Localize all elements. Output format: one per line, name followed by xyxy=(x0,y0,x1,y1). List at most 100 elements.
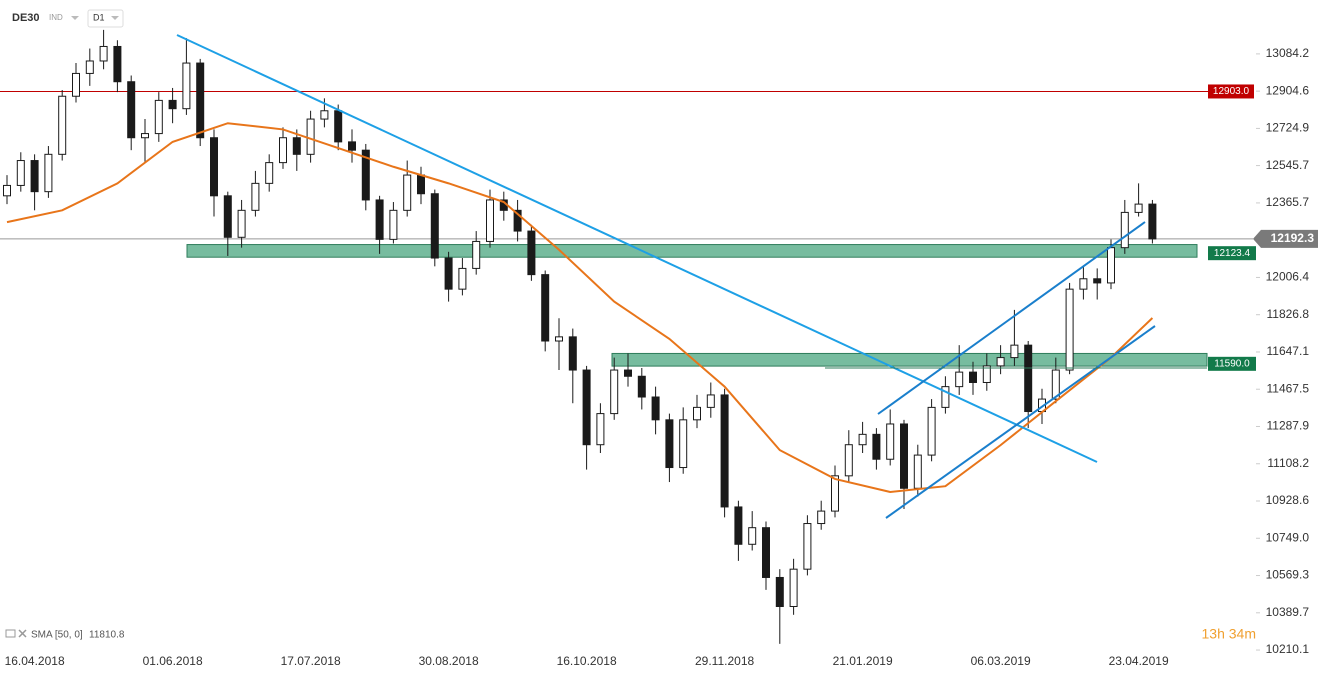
candle-body xyxy=(417,174,425,195)
y-tick-label: 12904.6 xyxy=(1266,83,1310,97)
candle-body xyxy=(1024,344,1033,413)
candle-body xyxy=(803,523,812,570)
symbol: DE30 xyxy=(12,12,40,24)
candle-body xyxy=(817,510,826,525)
candle-body xyxy=(182,62,191,110)
dropdown-arrow xyxy=(111,16,119,20)
y-tick-label: 10749.0 xyxy=(1266,530,1310,544)
x-tick-label: 17.07.2018 xyxy=(281,654,341,668)
candle-body xyxy=(858,433,867,446)
zone-label: 12123.4 xyxy=(1214,248,1251,259)
candle-body xyxy=(430,193,439,259)
icon[interactable] xyxy=(5,629,16,638)
candle-body xyxy=(127,81,136,139)
candle-body xyxy=(1134,203,1143,213)
candle-body xyxy=(334,110,343,143)
y-tick-label: 10389.7 xyxy=(1266,605,1310,619)
candle-body xyxy=(3,184,11,197)
timeframe: D1 xyxy=(93,12,105,22)
channel-line xyxy=(885,325,1156,519)
timeframe-box[interactable] xyxy=(87,9,124,28)
candle-body xyxy=(665,419,674,469)
sma-line xyxy=(6,122,1154,494)
candle-body xyxy=(1010,344,1019,359)
y-tick-label: 10928.6 xyxy=(1266,493,1310,507)
y-tick-label: 11647.1 xyxy=(1267,344,1310,358)
candle-body xyxy=(513,209,522,232)
icon[interactable] xyxy=(18,629,27,638)
y-tick-label: 11287.9 xyxy=(1267,419,1310,433)
y-tick-label: 12365.7 xyxy=(1266,195,1310,209)
candle-body xyxy=(1079,278,1088,290)
candle-body xyxy=(458,267,467,290)
candle-body xyxy=(223,195,232,238)
candle-body xyxy=(361,149,370,201)
candle-body xyxy=(720,394,729,508)
candle-body xyxy=(16,160,25,186)
zone xyxy=(611,352,1208,367)
x-tick-label: 30.08.2018 xyxy=(419,654,479,668)
candle-body xyxy=(306,118,315,155)
indicator-value: 11810.8 xyxy=(89,630,125,641)
candle-body xyxy=(30,160,39,193)
zone xyxy=(186,244,1198,258)
candle-body xyxy=(582,369,591,446)
candle-body xyxy=(969,371,977,383)
candle-body xyxy=(955,371,964,388)
x-tick-label: 23.04.2019 xyxy=(1109,654,1169,668)
candle-body xyxy=(886,423,895,460)
candle-body xyxy=(486,199,494,242)
candle-body xyxy=(900,423,908,489)
y-tick-label: 12545.7 xyxy=(1266,158,1310,172)
candle-body xyxy=(279,137,287,164)
candle-body xyxy=(927,406,936,456)
candle-body xyxy=(58,95,67,155)
candle-body xyxy=(389,209,398,240)
candle-body xyxy=(982,365,991,383)
candle-body xyxy=(72,72,80,97)
candle-body xyxy=(1107,247,1115,284)
candle-body xyxy=(527,230,536,276)
candle-body xyxy=(237,209,246,238)
candle-body xyxy=(748,527,757,545)
candle-body xyxy=(141,133,149,139)
candle-body xyxy=(154,99,163,135)
candle-body xyxy=(196,62,205,139)
candle-body xyxy=(734,506,743,545)
indicator-icons[interactable] xyxy=(5,629,27,638)
candle-body xyxy=(706,394,715,408)
candle-body xyxy=(99,45,108,62)
candle-body xyxy=(113,45,122,83)
candle-body xyxy=(651,396,660,421)
candle-body xyxy=(555,336,563,342)
level-label: 12903.0 xyxy=(1213,86,1250,97)
candle-body xyxy=(444,257,453,290)
candle-body xyxy=(913,454,922,489)
x-tick-label: 16.10.2018 xyxy=(557,654,617,668)
candle-body xyxy=(844,444,853,477)
price-label: 12192.3 xyxy=(1271,231,1315,245)
level-tag xyxy=(1208,84,1254,99)
dropdown-arrow[interactable] xyxy=(71,16,79,20)
candle-body xyxy=(210,137,218,197)
candle-body xyxy=(1051,369,1060,400)
candle-body xyxy=(168,99,177,110)
plot-area xyxy=(0,29,1253,644)
candle-body xyxy=(624,369,632,377)
candle-body xyxy=(292,137,301,155)
candle-body xyxy=(637,375,646,398)
x-tick-label: 21.01.2019 xyxy=(833,654,893,668)
countdown: 13h 34m xyxy=(1202,626,1256,642)
y-tick-label: 11826.8 xyxy=(1267,307,1310,321)
x-tick-label: 01.06.2018 xyxy=(143,654,203,668)
candle-body xyxy=(1148,203,1157,240)
x-tick-label: 16.04.2018 xyxy=(5,654,65,668)
candle-body xyxy=(568,336,577,371)
candle-body xyxy=(403,174,412,211)
candle-body xyxy=(610,369,619,415)
x-tick-label: 29.11.2018 xyxy=(695,654,754,668)
candle-body xyxy=(1065,288,1074,371)
market: IND xyxy=(49,13,63,22)
candle-body xyxy=(348,141,356,151)
